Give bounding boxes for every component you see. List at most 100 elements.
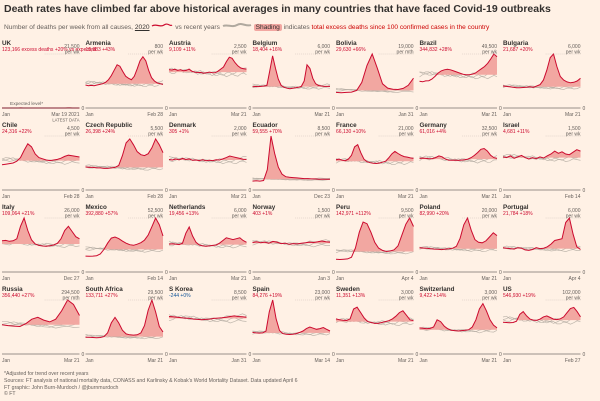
x-end-label-france: Mar 21 xyxy=(398,194,414,200)
country-label-us: US xyxy=(503,286,512,293)
x-start-label-sweden: Jan xyxy=(336,358,344,364)
x-start-label-ecuador: Jan xyxy=(253,194,261,200)
country-label-netherlands: Netherlands xyxy=(169,204,206,211)
history-line-france xyxy=(335,159,414,165)
ymax-label-israel: 1,500 xyxy=(568,126,581,132)
series-line-switzerland xyxy=(419,302,498,332)
ymax-unit-austria: per wk xyxy=(232,50,247,56)
zero-tick-peru: 0 xyxy=(416,270,419,276)
x-end-label-russia: Mar 21 xyxy=(64,358,80,364)
series-line-austria xyxy=(168,56,247,74)
history-line-mexico xyxy=(85,246,164,252)
country-label-uk: UK xyxy=(2,40,12,47)
x-start-label-israel: Jan xyxy=(503,194,511,200)
stat-label-peru: 142,971 +112% xyxy=(336,211,371,217)
x-end-label-austria: Mar 21 xyxy=(231,112,247,118)
country-label-bulgaria: Bulgaria xyxy=(503,40,529,47)
ymax-label-germany: 32,500 xyxy=(482,126,498,132)
x-start-label-austria: Jan xyxy=(169,112,177,118)
x-start-label-brazil: Jan xyxy=(420,112,428,118)
stat-label-mexico: 392,880 +57% xyxy=(86,211,119,217)
footer-note: *Adjusted for trend over recent years xyxy=(4,371,89,377)
x-start-label-uk: Jan xyxy=(2,112,10,118)
x-start-label-czech-republic: Jan xyxy=(86,194,94,200)
country-label-france: France xyxy=(336,122,357,129)
series-line-portugal xyxy=(502,216,581,251)
ymax-unit-brazil: per wk xyxy=(482,50,497,56)
ymax-unit-ecuador: per wk xyxy=(315,132,330,138)
country-label-chile: Chile xyxy=(2,122,18,129)
stat-label-ecuador: 59,555 +70% xyxy=(253,129,283,135)
history-line-south-africa xyxy=(85,334,164,339)
country-label-russia: Russia xyxy=(2,286,23,293)
ymax-unit-peru: per wk xyxy=(399,214,414,220)
excess-area-mexico xyxy=(85,218,163,250)
country-label-italy: Italy xyxy=(2,204,15,211)
subtitle-line-swatch xyxy=(152,23,173,27)
stat-label-czech-republic: 26,398 +24% xyxy=(86,129,116,135)
country-label-denmark: Denmark xyxy=(169,122,196,129)
x-start-label-germany: Jan xyxy=(420,194,428,200)
zero-tick-norway: 0 xyxy=(332,270,335,276)
series-line-russia xyxy=(1,299,80,328)
x-end-label-sweden: Mar 21 xyxy=(398,358,414,364)
ymax-unit-uk: per wk xyxy=(65,50,80,56)
x-end-label-bulgaria: Mar 21 xyxy=(565,112,581,118)
stat-label-italy: 109,064 +21% xyxy=(2,211,35,217)
stat-label-austria: 9,109 +11% xyxy=(169,47,196,53)
series-line-israel xyxy=(502,149,581,160)
stat-label-spain: 84,276 +19% xyxy=(253,293,283,299)
x-start-label-norway: Jan xyxy=(253,276,261,282)
ymax-label-denmark: 2,000 xyxy=(234,126,247,132)
subtitle-year: 2020 xyxy=(134,24,150,31)
footer-credit: FT graphic: John Burn-Murdoch / @jburnmu… xyxy=(4,384,119,391)
ymax-unit-poland: per wk xyxy=(482,214,497,220)
series-line-armenia xyxy=(85,55,164,87)
subtitle-shading: Shading xyxy=(253,24,282,31)
series-line-netherlands xyxy=(168,225,247,247)
ymax-label-norway: 1,500 xyxy=(317,208,330,214)
stat-label-portugal: 21,784 +18% xyxy=(503,211,533,217)
series-line-south-africa xyxy=(85,298,164,339)
series-line-germany xyxy=(419,147,498,161)
excess-area-switzerland xyxy=(419,303,497,330)
zero-tick-mexico: 0 xyxy=(165,270,168,276)
zero-tick-uk: 0 xyxy=(82,106,85,112)
page-title: Death rates have climbed far above histo… xyxy=(4,3,551,15)
ymax-label-portugal: 6,000 xyxy=(568,208,581,214)
x-start-label-italy: Jan xyxy=(2,276,10,282)
ymax-unit-s-korea: per wk xyxy=(232,296,247,302)
series-line-us xyxy=(502,306,581,324)
country-label-spain: Spain xyxy=(253,286,270,293)
series-line-s-korea xyxy=(168,315,247,321)
ymax-label-s-korea: 8,500 xyxy=(234,290,247,296)
country-label-sweden: Sweden xyxy=(336,286,360,293)
annotation-uk: Expected level* xyxy=(10,101,43,107)
x-end-label-norway: Jan 3 xyxy=(318,276,330,282)
excess-area-denmark xyxy=(169,156,247,160)
excess-area-israel xyxy=(503,149,581,158)
x-start-label-bolivia: Jan xyxy=(336,112,344,118)
ymax-unit-denmark: per wk xyxy=(232,132,247,138)
subtitle-excess: total excess deaths since 100 confirmed … xyxy=(311,24,490,31)
x-start-label-switzerland: Jan xyxy=(420,358,428,364)
ymax-label-armenia: 800 xyxy=(155,44,164,50)
ymax-label-ecuador: 8,500 xyxy=(317,126,330,132)
stat-label-france: 66,130 +10% xyxy=(336,129,366,135)
country-label-bolivia: Bolivia xyxy=(336,40,357,47)
excess-area-france xyxy=(336,144,414,162)
x-end-label-czech-republic: Feb 28 xyxy=(147,194,163,200)
x-end-label-peru: Apr 4 xyxy=(402,276,414,282)
x-end-label-germany: Mar 21 xyxy=(481,194,497,200)
